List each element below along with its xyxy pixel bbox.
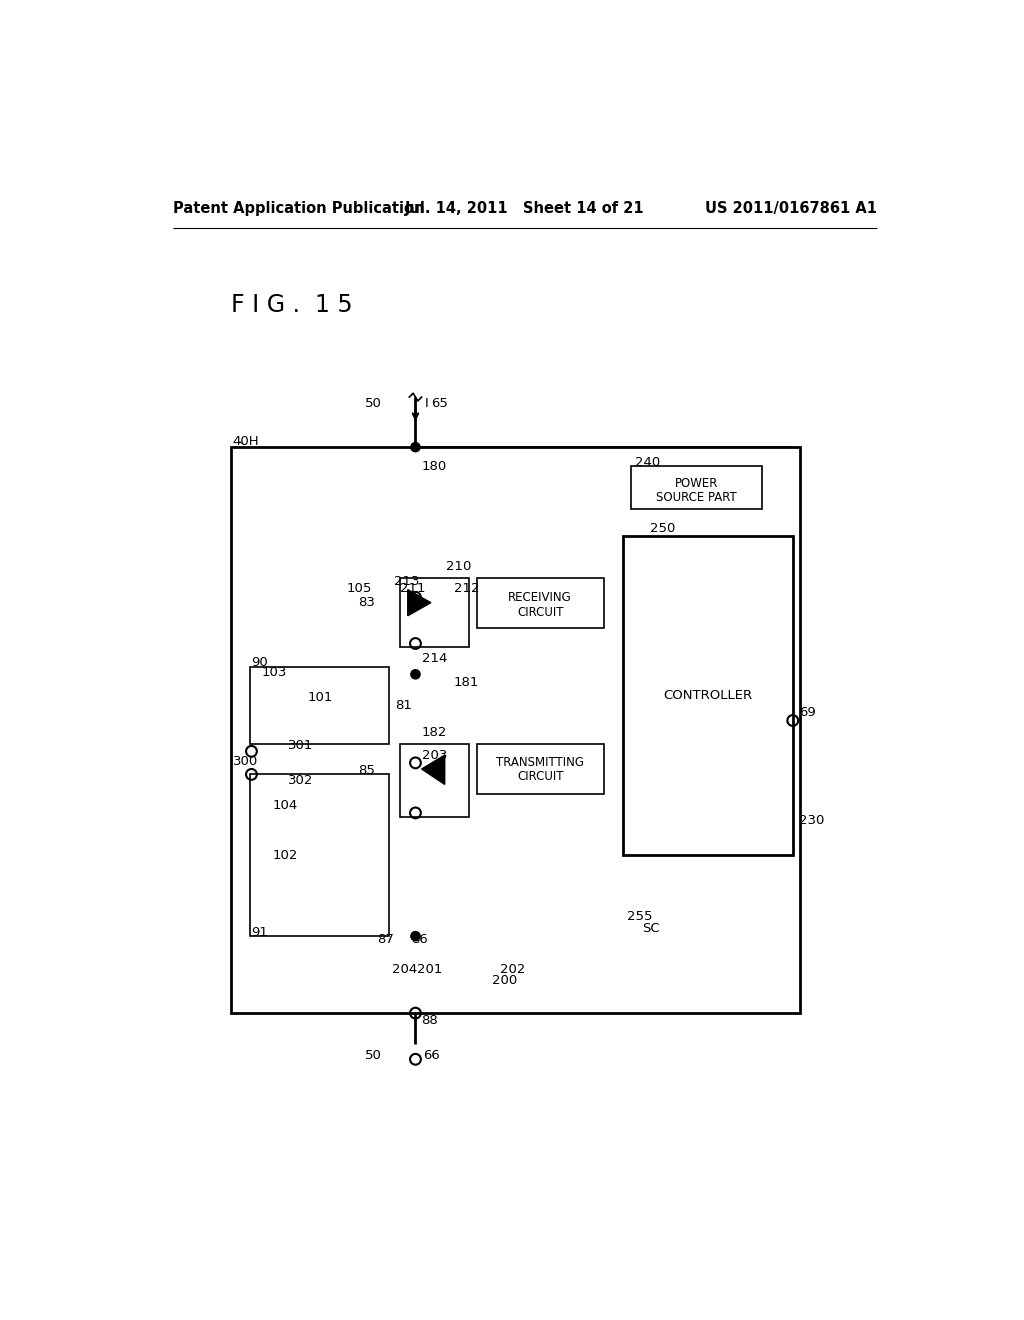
Text: SC: SC <box>643 921 660 935</box>
Text: POWER: POWER <box>675 477 718 490</box>
Text: 202: 202 <box>500 962 525 975</box>
Text: 88: 88 <box>422 1014 438 1027</box>
Bar <box>631 466 762 508</box>
Bar <box>400 743 469 817</box>
Text: 300: 300 <box>233 755 258 768</box>
Text: F I G .  1 5: F I G . 1 5 <box>230 293 352 317</box>
Circle shape <box>411 669 420 678</box>
Text: 105: 105 <box>346 582 372 594</box>
Text: 50: 50 <box>366 1049 382 1063</box>
Bar <box>477 578 604 628</box>
Bar <box>250 667 388 743</box>
Text: 182: 182 <box>422 726 447 739</box>
Bar <box>400 578 469 647</box>
Text: 214: 214 <box>422 652 447 665</box>
Text: 211: 211 <box>400 582 426 594</box>
Bar <box>250 775 388 936</box>
Text: 66: 66 <box>423 1049 440 1063</box>
Text: 302: 302 <box>289 774 313 787</box>
Text: 50: 50 <box>366 397 382 409</box>
Text: 101: 101 <box>307 690 333 704</box>
Text: 204: 204 <box>392 962 418 975</box>
Text: Jul. 14, 2011   Sheet 14 of 21: Jul. 14, 2011 Sheet 14 of 21 <box>404 201 645 216</box>
Text: CIRCUIT: CIRCUIT <box>517 770 563 783</box>
Circle shape <box>411 442 420 451</box>
Text: 240: 240 <box>635 455 660 469</box>
Text: 250: 250 <box>650 521 676 535</box>
Text: 201: 201 <box>417 962 442 975</box>
Text: 180: 180 <box>422 459 446 473</box>
Bar <box>624 536 793 855</box>
Text: 86: 86 <box>412 933 428 946</box>
Text: 210: 210 <box>446 560 472 573</box>
Text: 87: 87 <box>377 933 394 946</box>
Circle shape <box>411 932 420 941</box>
Text: TRANSMITTING: TRANSMITTING <box>497 756 585 770</box>
Text: 69: 69 <box>799 706 816 719</box>
Text: 40H: 40H <box>232 436 259 449</box>
Polygon shape <box>422 755 444 784</box>
Text: 81: 81 <box>394 698 412 711</box>
Text: 301: 301 <box>289 739 313 752</box>
Polygon shape <box>408 590 431 615</box>
Text: 181: 181 <box>454 676 479 689</box>
Text: SOURCE PART: SOURCE PART <box>656 491 737 504</box>
Text: 230: 230 <box>799 814 824 828</box>
Text: RECEIVING: RECEIVING <box>508 591 572 603</box>
Text: 103: 103 <box>261 667 287 680</box>
Bar <box>477 743 604 793</box>
Text: 104: 104 <box>273 799 298 812</box>
Text: 91: 91 <box>252 925 268 939</box>
Text: US 2011/0167861 A1: US 2011/0167861 A1 <box>706 201 878 216</box>
Text: 83: 83 <box>357 597 375 610</box>
Text: 90: 90 <box>252 656 268 669</box>
Text: 255: 255 <box>628 911 652 924</box>
Text: 200: 200 <box>493 974 518 987</box>
Text: I: I <box>425 397 428 409</box>
Text: Patent Application Publication: Patent Application Publication <box>173 201 424 216</box>
Text: 213: 213 <box>394 576 420 589</box>
Text: CONTROLLER: CONTROLLER <box>664 689 753 702</box>
Bar <box>230 447 801 1014</box>
Text: 65: 65 <box>431 397 447 409</box>
Text: 85: 85 <box>357 764 375 777</box>
Text: 102: 102 <box>273 849 298 862</box>
Text: CIRCUIT: CIRCUIT <box>517 606 563 619</box>
Text: 203: 203 <box>422 748 447 762</box>
Text: 212: 212 <box>454 582 479 594</box>
